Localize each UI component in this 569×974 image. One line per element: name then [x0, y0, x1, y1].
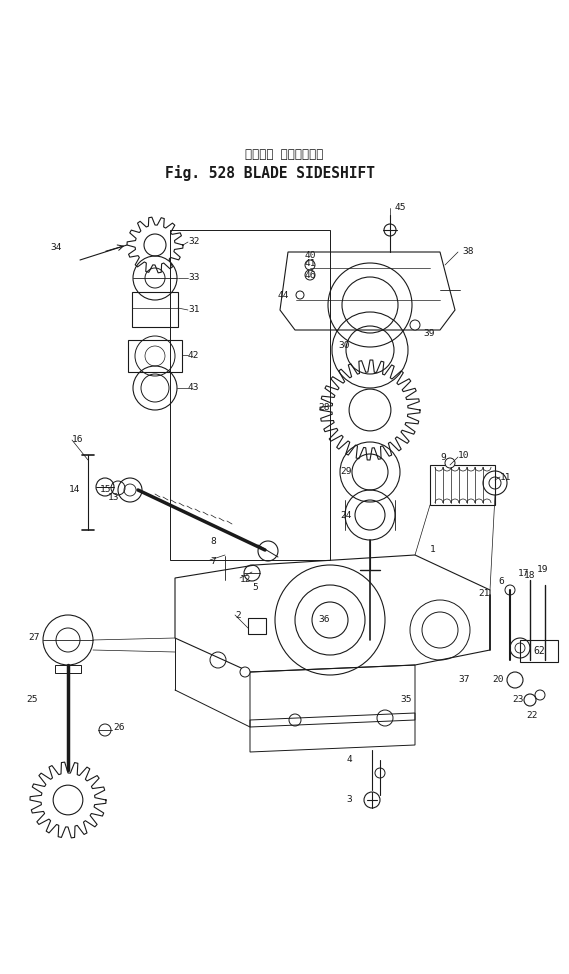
Text: 23: 23 [512, 695, 523, 704]
Text: 24: 24 [340, 510, 352, 519]
Text: 9: 9 [440, 453, 446, 462]
Text: 15: 15 [100, 485, 112, 495]
Bar [248, 618, 266, 634]
Text: 32: 32 [188, 238, 200, 246]
Text: 11: 11 [500, 472, 512, 481]
Text: 22: 22 [526, 710, 538, 720]
Circle shape [410, 320, 420, 330]
Text: 31: 31 [188, 306, 200, 315]
Text: 21: 21 [478, 589, 489, 598]
Circle shape [375, 768, 385, 778]
Text: 26: 26 [113, 724, 125, 732]
Circle shape [240, 667, 250, 677]
Text: 41: 41 [305, 259, 316, 269]
Text: 36: 36 [318, 616, 329, 624]
Text: 12: 12 [240, 576, 251, 584]
Bar [128, 340, 182, 372]
Text: 38: 38 [462, 247, 473, 256]
Text: 3: 3 [347, 796, 352, 805]
Circle shape [296, 291, 304, 299]
Text: 44: 44 [278, 291, 290, 301]
Text: 19: 19 [537, 566, 549, 575]
Text: 40: 40 [305, 250, 316, 259]
Text: 5: 5 [252, 583, 258, 592]
Text: 10: 10 [458, 452, 469, 461]
Text: 20: 20 [492, 676, 504, 685]
Text: 33: 33 [188, 274, 200, 282]
Text: 16: 16 [72, 435, 84, 444]
Bar [132, 292, 178, 327]
Text: 35: 35 [400, 695, 411, 704]
Text: 7: 7 [210, 557, 216, 567]
Text: 29: 29 [340, 468, 352, 476]
Bar [520, 640, 558, 662]
Text: 28: 28 [318, 402, 329, 411]
Text: 42: 42 [188, 351, 200, 359]
Text: 46: 46 [305, 271, 316, 280]
Text: 25: 25 [27, 695, 38, 704]
Bar [55, 665, 81, 673]
Text: ブレード サイドシフト: ブレード サイドシフト [245, 148, 323, 162]
Text: 37: 37 [459, 676, 470, 685]
Circle shape [384, 224, 396, 236]
Text: 1: 1 [430, 545, 436, 554]
Text: 39: 39 [423, 328, 435, 338]
Text: 2: 2 [235, 611, 241, 619]
Text: 45: 45 [395, 204, 406, 212]
Text: 14: 14 [68, 485, 80, 495]
Bar [430, 465, 495, 505]
Text: 4: 4 [347, 756, 352, 765]
Text: 8: 8 [210, 538, 216, 546]
Text: 34: 34 [51, 244, 62, 252]
Text: 43: 43 [188, 384, 200, 393]
Text: Fig. 528 BLADE SIDESHIFT: Fig. 528 BLADE SIDESHIFT [165, 165, 375, 181]
Text: 13: 13 [108, 494, 119, 503]
Text: 18: 18 [524, 571, 535, 580]
Text: 17: 17 [518, 569, 530, 578]
Circle shape [445, 458, 455, 468]
Text: 62: 62 [533, 646, 545, 656]
Text: 27: 27 [28, 633, 40, 643]
Circle shape [505, 585, 515, 595]
Text: 30: 30 [338, 341, 349, 350]
Text: 6: 6 [498, 578, 504, 586]
